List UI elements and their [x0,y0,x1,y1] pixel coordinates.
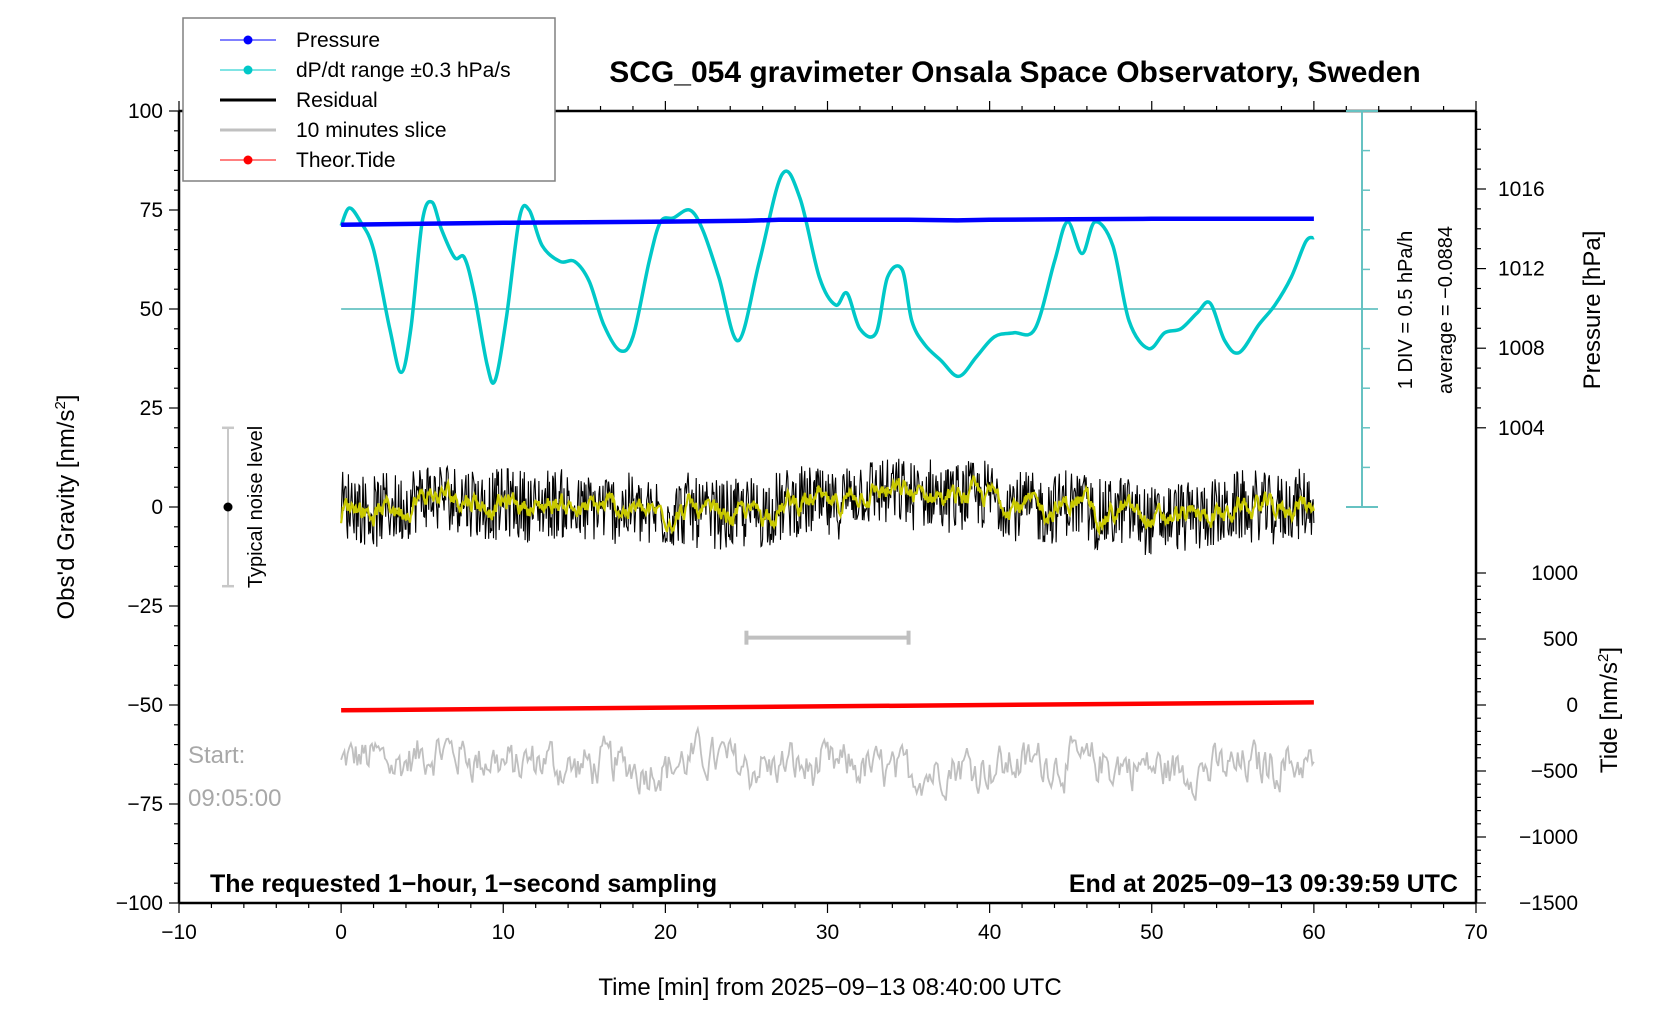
noise-level-dot [223,502,233,512]
start-label: Start: [188,742,245,769]
y-tick-label: 0 [151,496,163,519]
y-tick-label: −25 [127,595,163,618]
tide-axis-title-sup: 2 [1595,654,1612,662]
x-tick-label: 60 [1302,921,1325,944]
tide-tick-label: 500 [1543,628,1578,651]
y-axis-tide: 1000 500 0 −500 −1000 −1500 [1476,562,1578,915]
y-tick-label: 100 [128,100,163,123]
dpdt-scale-axis [341,110,1378,508]
x-tick-label: 50 [1140,921,1163,944]
tide-axis-title-main: Tide [nm/s [1596,662,1623,773]
legend-label-3: 10 minutes slice [296,119,447,142]
y-axis-title-main: Obs'd Gravity [nm/s [53,410,80,620]
x-tick-label: −10 [161,921,197,944]
pressure-axis-title: Pressure [hPa] [1579,231,1606,390]
dpdt-div-label: 1 DIV = 0.5 hPa/h [1395,231,1417,389]
x-tick-label: 10 [492,921,515,944]
legend-marker-0 [243,35,253,45]
x-tick-label: 70 [1464,921,1487,944]
y-axis-title: Obs'd Gravity [nm/s2] [52,395,80,620]
y-tick-label: 50 [140,298,163,321]
tide-tick-label: −500 [1531,760,1578,783]
y-tick-label: 75 [140,199,163,222]
pressure-tick-label: 1004 [1498,417,1545,440]
y-axis-gravity: 100 75 50 25 0 −25 −50 −75 −100 [116,100,179,915]
series-pressure [341,216,1314,228]
y-axis-title-sup: 2 [52,401,69,409]
pressure-tick-label: 1012 [1498,258,1545,281]
start-time: 09:05:00 [188,785,281,812]
pressure-tick-label: 1008 [1498,337,1545,360]
x-tick-label: 30 [816,921,839,944]
end-time-note: End at 2025−09−13 09:39:59 UTC [1069,870,1458,898]
tide-tick-label: −1000 [1519,826,1578,849]
x-tick-label: 20 [654,921,677,944]
series-theor-tide [341,700,1314,713]
y-tick-label: 25 [140,397,163,420]
noise-level-indicator [222,426,234,588]
y-tick-label: −100 [116,892,163,915]
y-tick-label: −75 [127,793,163,816]
series-10-minute-slice [340,725,1315,801]
pressure-tick-label: 1016 [1498,178,1545,201]
tide-tick-label: 1000 [1531,562,1578,585]
legend-label-2: Residual [296,89,378,112]
series-residual-smoothed [340,474,1315,537]
legend-label-4: Theor.Tide [296,149,396,172]
dpdt-average-label: average = −0.0884 [1435,226,1457,394]
x-axis-title: Time [min] from 2025−09−13 08:40:00 UTC [598,974,1061,1001]
series-layer [339,169,1315,801]
chart-title: SCG_054 gravimeter Onsala Space Observat… [609,56,1421,89]
x-axis: −10 0 10 20 30 40 50 60 70 [161,101,1488,944]
y-axis-title-close: ] [53,395,80,402]
x-tick-label: 0 [335,921,347,944]
tide-axis-title-close: ] [1596,647,1623,654]
legend-marker-4 [243,155,253,165]
noise-level-label: Typical noise level [245,426,267,588]
series-dpdt [339,169,1315,385]
x-tick-label: 40 [978,921,1001,944]
tide-tick-label: 0 [1566,694,1578,717]
tide-axis-title: Tide [nm/s2] [1595,647,1623,773]
legend: Pressure dP/dt range ±0.3 hPa/s Residual 10… [182,17,556,182]
sampling-note: The requested 1−hour, 1−second sampling [210,870,717,898]
series-residual [340,458,1315,556]
legend-marker-1 [243,65,253,75]
legend-label-1: dP/dt range ±0.3 hPa/s [296,59,511,82]
tide-tick-label: −1500 [1519,892,1578,915]
y-axis-pressure: 1016 1012 1008 1004 [1476,128,1545,440]
legend-label-0: Pressure [296,29,380,52]
y-tick-label: −50 [127,694,163,717]
